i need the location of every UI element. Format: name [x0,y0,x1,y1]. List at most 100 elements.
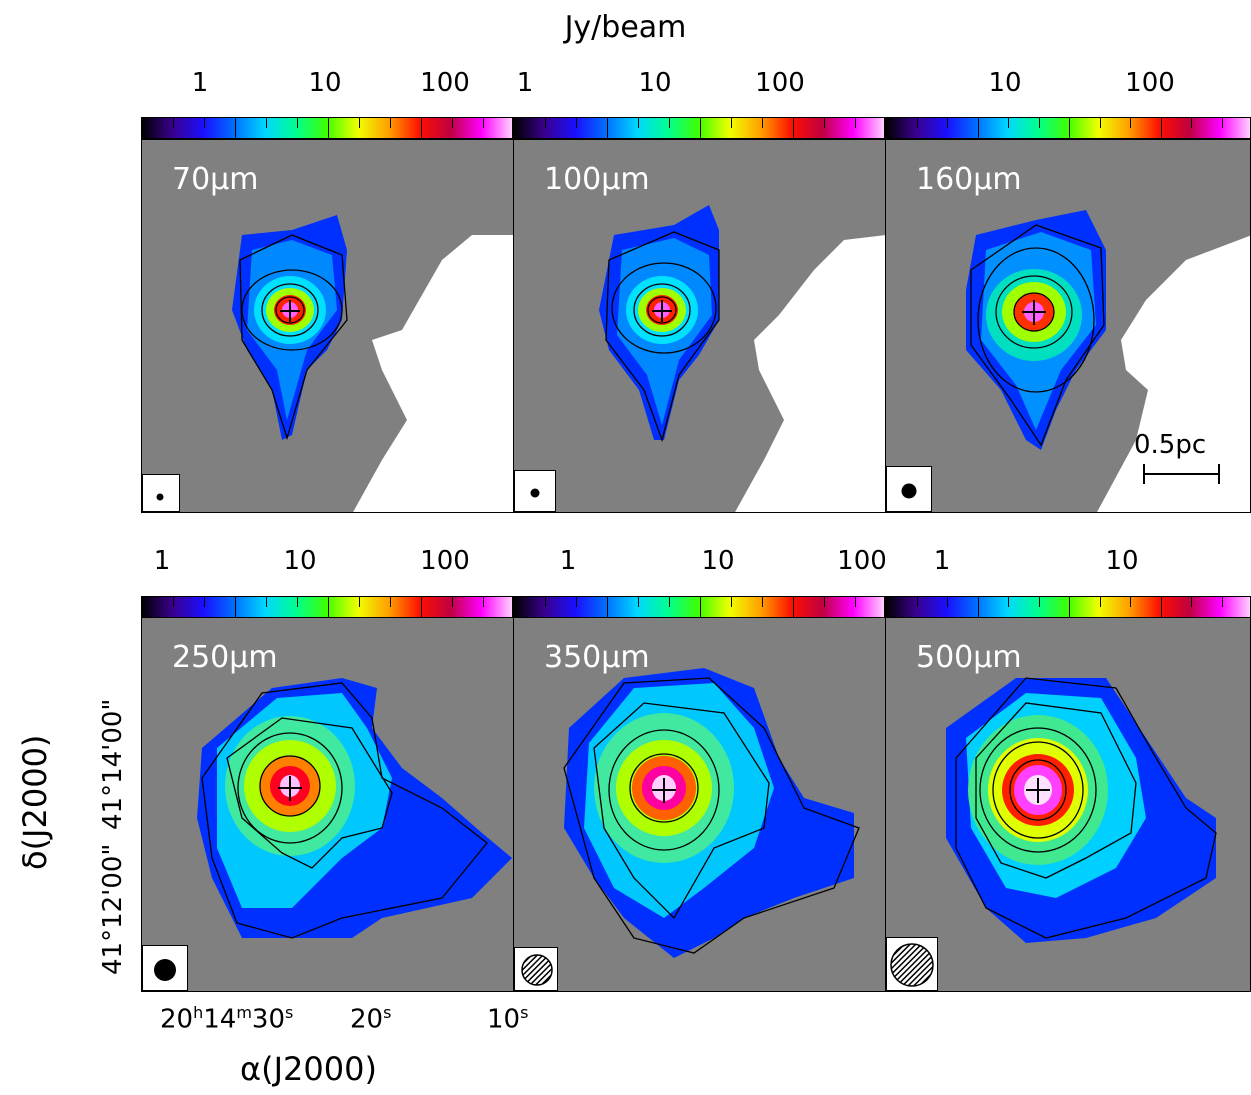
colorbar-tick [700,118,701,138]
colorbar-500um [885,596,1251,618]
panel-500um: 500µm [885,617,1251,992]
colorbar-tick [328,597,329,617]
colorbar-tick [977,597,979,617]
beam-icon [901,483,917,499]
colorbar-tick [235,597,236,617]
colorbar-tick [266,118,267,128]
colorbar-tick [328,118,329,138]
colorbar-title: Jy/beam [564,10,687,45]
x-axis-title: α(J2000) [240,1050,377,1088]
colorbar-tick [669,118,670,128]
beam-icon [890,943,934,987]
colorbar-tick [916,118,918,128]
cb-tick-label: 100 [837,546,887,576]
colorbar-tick [1191,118,1192,128]
beam-box-70um [142,474,180,512]
beam-box-350um [514,947,558,991]
colorbar-tick [669,597,670,607]
colorbar-tick [607,118,608,138]
cb-tick-label: 1 [933,546,951,576]
colorbar-tick [824,597,825,607]
colorbar-tick [173,118,174,128]
dec-tick-label: 41°12'00" [98,843,128,975]
colorbar-tick [1160,118,1162,138]
beam-box-250um [142,945,188,991]
beam-box-100um [514,470,556,512]
cb-tick-label: 10 [638,68,672,98]
cb-tick-label: 10 [283,546,317,576]
colorbar-tick [452,118,453,128]
cb-tick-label: 10 [701,546,735,576]
panel-label-350um: 350µm [544,640,650,675]
colorbar-tick [1160,597,1162,617]
cb-tick-label: 1 [191,68,209,98]
colorbar-tick [359,118,360,128]
colorbar-tick [977,118,979,138]
colorbar-tick [359,597,360,607]
colorbar-tick [855,597,856,607]
panel-label-70um: 70µm [172,162,259,197]
colorbar-tick [204,597,205,607]
colorbar-tick [545,118,546,128]
ra-tick-label: 20s [350,1003,392,1035]
colorbar-tick [483,597,484,607]
colorbar-tick [731,118,732,128]
colorbar-tick [297,597,298,607]
colorbar-tick [576,597,577,607]
map-160um [966,210,1250,512]
cb-tick-label: 1 [153,546,171,576]
colorbar-tick [545,597,546,607]
ra-tick-label: 20h14m30s [160,1003,294,1035]
colorbar-tick [1008,597,1009,607]
map-70um [232,215,513,512]
beam-box-160um [886,466,932,512]
colorbar-tick [1038,597,1040,607]
cb-tick-label: 100 [420,546,470,576]
colorbar-tick [483,118,484,128]
panel-100um: 100µm [513,139,886,513]
colorbar-tick [1221,118,1223,128]
panel-70um: 70µm [141,139,514,513]
panel-label-160um: 160µm [916,162,1022,197]
map-250um [197,678,512,939]
beam-icon [521,954,553,986]
cb-tick-label: 100 [755,68,805,98]
ra-tick-label: 10s [487,1003,529,1035]
colorbar-tick [1099,597,1101,607]
colorbar-tick [947,118,948,128]
colorbar-tick [390,118,391,128]
dec-tick-label: 41°14'00" [98,698,128,830]
colorbar-tick [916,597,918,607]
panel-label-100um: 100µm [544,162,650,197]
colorbar-tick [607,597,608,617]
colorbar-tick [452,597,453,607]
colorbar-tick [1038,118,1040,128]
colorbar-tick [1191,597,1192,607]
cb-tick-label: 10 [308,68,342,98]
cb-tick-label: 100 [420,68,470,98]
panel-250um: 250µm [141,617,514,992]
colorbar-tick [793,597,794,617]
map-100um [599,205,885,512]
colorbar-350um [513,596,885,618]
colorbar-tick [762,597,763,607]
cb-tick-label: 10 [1105,546,1139,576]
colorbar-tick [421,118,422,138]
colorbar-tick [700,597,701,617]
panel-350um: 350µm [513,617,886,992]
colorbar-tick [855,118,856,128]
cb-tick-label: 1 [559,546,577,576]
beam-icon [530,488,540,498]
cb-tick-label: 100 [1125,68,1175,98]
colorbar-tick [793,118,794,138]
colorbar-tick [235,118,236,138]
cb-tick-label: 1 [516,68,534,98]
colorbar-tick [762,118,763,128]
colorbar-tick [390,597,391,607]
colorbar-tick [1008,118,1009,128]
map-500um [946,677,1217,943]
colorbar-tick [731,597,732,607]
colorbar-100um [513,117,885,139]
colorbar-tick [266,597,267,607]
colorbar-tick [638,118,639,128]
